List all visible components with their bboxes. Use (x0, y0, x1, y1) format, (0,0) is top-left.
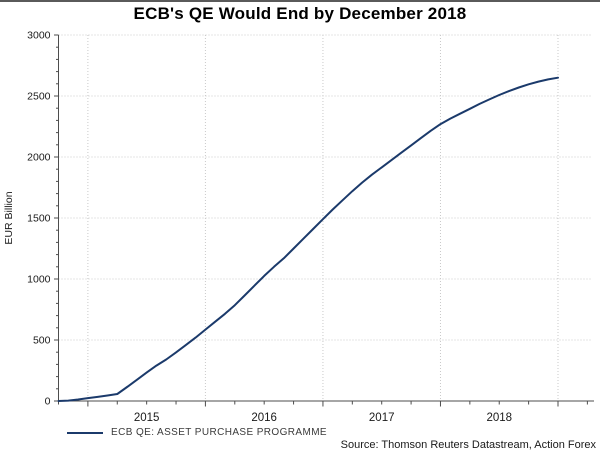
y-tick-label: 3000 (27, 30, 51, 42)
x-tick-labels: 2015 2016 2017 2018 (134, 412, 512, 424)
y-tick-label: 0 (45, 396, 51, 408)
x-tick-label: 2017 (369, 412, 395, 424)
legend-label: ECB QE: ASSET PURCHASE PROGRAMME (111, 427, 327, 438)
source-credit: Source: Thomson Reuters Datastream, Acti… (340, 439, 596, 451)
top-divider (0, 0, 600, 2)
x-ticks (58, 401, 588, 407)
qe-data-line (57, 76, 559, 402)
y-tick-label: 1000 (27, 274, 51, 286)
x-tick-label: 2016 (251, 412, 277, 424)
horizontal-gridlines (58, 34, 592, 341)
y-tick-label: 2000 (27, 152, 51, 164)
x-tick-label: 2018 (486, 412, 512, 424)
chart-title: ECB's QE Would End by December 2018 (133, 4, 467, 23)
y-ticks (54, 34, 59, 402)
y-tick-label: 2500 (27, 91, 51, 103)
x-tick-label: 2015 (134, 412, 160, 424)
legend: ECB QE: ASSET PURCHASE PROGRAMME (67, 427, 327, 438)
y-tick-labels: 0 500 1000 1500 2000 2500 3000 (27, 30, 51, 408)
y-tick-label: 1500 (27, 213, 51, 225)
legend-line-swatch (67, 431, 103, 434)
y-tick-label: 500 (33, 335, 51, 347)
